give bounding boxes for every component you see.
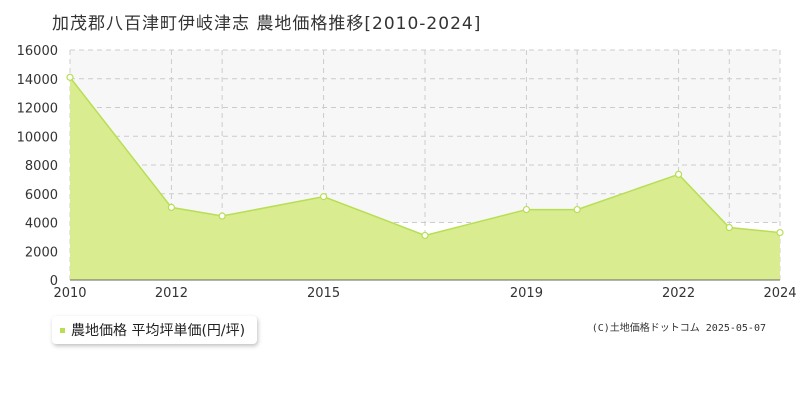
credit-text: (C)土地価格ドットコム 2025-05-07 — [591, 323, 766, 334]
x-tick-label: 2019 — [510, 286, 543, 301]
x-tick-label: 2012 — [155, 286, 188, 301]
data-point — [573, 205, 581, 214]
y-tick-label: 10000 — [17, 130, 58, 145]
y-tick-label: 6000 — [25, 188, 58, 203]
data-point — [319, 193, 328, 201]
legend: 農地価格 平均坪単価(円/坪) — [52, 316, 258, 344]
data-point — [776, 228, 784, 237]
y-tick-label: 12000 — [17, 102, 58, 117]
data-point — [218, 212, 226, 220]
data-point — [725, 223, 733, 232]
x-tick-label: 2024 — [763, 286, 796, 301]
x-tick-label: 2010 — [53, 286, 86, 301]
y-tick-label: 0 — [50, 274, 58, 289]
y-tick-label: 8000 — [25, 159, 58, 174]
y-tick-label: 4000 — [25, 217, 58, 232]
series-line — [69, 76, 781, 237]
data-point — [66, 73, 74, 81]
data-point — [167, 203, 176, 212]
x-tick-label: 2015 — [307, 286, 340, 301]
series-area — [70, 77, 780, 280]
series-markers — [66, 73, 784, 240]
data-point — [421, 231, 429, 240]
x-axis-ticks: 2010 2012 2015 2019 2022 2024 — [53, 286, 796, 301]
y-tick-label: 16000 — [17, 44, 58, 59]
y-tick-label: 14000 — [17, 73, 58, 88]
legend-label: 農地価格 平均坪単価(円/坪) — [71, 323, 246, 339]
legend-swatch — [60, 327, 65, 333]
data-point — [674, 170, 683, 178]
x-tick-label: 2022 — [662, 286, 695, 301]
y-axis-ticks: 0 2000 4000 6000 8000 10000 12000 14000 16000 — [17, 44, 58, 289]
chart-title: 加茂郡八百津町伊岐津志 農地価格推移[2010-2024] — [52, 14, 482, 34]
data-point — [522, 205, 531, 214]
y-tick-label: 2000 — [25, 245, 58, 260]
